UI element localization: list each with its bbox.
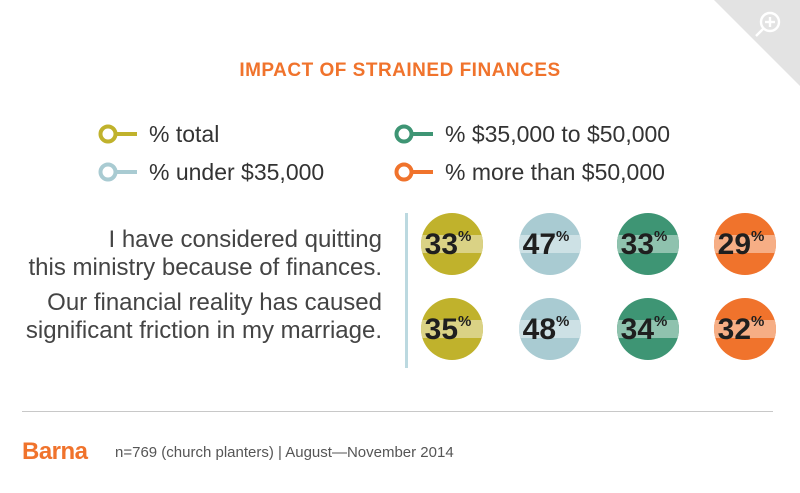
bubble-band (714, 320, 776, 338)
legend-item-more-than-50000: % more than $50,000 (393, 157, 665, 187)
legend-item-under-35000: % under $35,000 (97, 157, 324, 187)
legend-key-icon (98, 124, 137, 144)
row-label-line: I have considered quitting (108, 226, 382, 253)
bubble-band (617, 235, 679, 253)
legend-label-under-35000: % under $35,000 (149, 158, 325, 185)
row-label-line: this ministry because of finances. (28, 254, 383, 281)
footer-divider (22, 411, 773, 412)
value-bubble: 33% (421, 213, 483, 275)
legend-label-total: % total (149, 120, 220, 147)
value-bubble: 29% (714, 213, 776, 275)
chart-title: IMPACT OF STRAINED FINANCES (239, 60, 561, 81)
legend-item-35000-to-50000: % $35,000 to $50,000 (393, 119, 670, 149)
legend-label-more-than-50000: % more than $50,000 (445, 158, 665, 185)
row-label-line: significant friction in my marriage. (25, 317, 382, 344)
legend-item-total: % total (97, 119, 219, 149)
bubble-band (714, 235, 776, 253)
legend-label-35000-to-50000: % $35,000 to $50,000 (445, 120, 671, 147)
zoom-in-icon[interactable] (755, 11, 781, 37)
bubble-value-label: 34% (621, 313, 668, 346)
legend-key-icon (394, 124, 433, 144)
footnote: n=769 (church planters) | August—Novembe… (115, 444, 454, 461)
legend-key-icon (394, 162, 433, 182)
zoom-corner[interactable] (714, 0, 800, 86)
value-bubble: 34% (617, 298, 679, 360)
vertical-divider (405, 213, 408, 368)
bubble-band (421, 320, 483, 338)
bubble-band (421, 235, 483, 253)
value-bubble: 35% (421, 298, 483, 360)
row-label-marriage: Our financial reality has caused signifi… (26, 289, 382, 345)
value-bubble: 33% (617, 213, 679, 275)
barna-logo: Barna (22, 438, 88, 465)
row-label-line: Our financial reality has caused (47, 289, 382, 316)
bubble-band (519, 320, 581, 338)
legend-key-icon (98, 162, 137, 182)
value-bubble: 47% (519, 213, 581, 275)
bubble-band (617, 320, 679, 338)
value-bubble: 48% (519, 298, 581, 360)
row-label-quitting: I have considered quitting this ministry… (29, 226, 383, 282)
bubble-band (519, 235, 581, 253)
value-bubble: 32% (714, 298, 776, 360)
